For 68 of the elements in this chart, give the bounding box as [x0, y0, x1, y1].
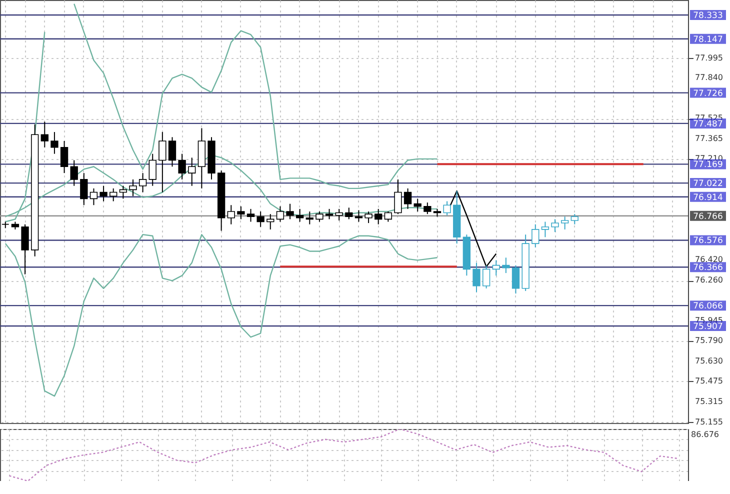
candlestick: [482, 264, 490, 289]
candlestick: [374, 208, 382, 225]
candlestick: [404, 188, 412, 210]
y-tick-label: 77.365: [695, 134, 723, 144]
candlestick: [100, 185, 108, 202]
candlestick: [50, 132, 58, 154]
y-tick-label: 77.840: [695, 73, 723, 82]
candlestick: [532, 224, 540, 248]
ref-line-label: 77.726: [693, 88, 723, 99]
candlestick: [345, 207, 353, 220]
line-series: [4, 234, 438, 397]
candlestick: [148, 153, 156, 186]
ref-line-label: 76.366: [693, 263, 723, 274]
candlestick: [110, 188, 118, 202]
candlestick: [138, 172, 147, 193]
candlestick: [40, 121, 48, 148]
candlestick: [21, 224, 29, 275]
candlestick: [325, 208, 334, 220]
candlestick: [316, 211, 324, 222]
candlestick: [188, 157, 196, 186]
text: 86.676: [691, 430, 719, 439]
ref-line-label: 77.022: [693, 179, 723, 190]
ref-line-label: 76.766: [693, 212, 723, 222]
candlestick: [256, 211, 264, 228]
candlestick: [472, 262, 480, 293]
candlestick: [178, 153, 186, 180]
y-tick-label: 75.630: [695, 356, 723, 366]
candlestick: [570, 214, 578, 225]
candlestick: [502, 257, 510, 274]
candlestick: [237, 206, 245, 220]
candlestick: [364, 211, 372, 224]
candlestick: [560, 216, 569, 230]
candlestick: [492, 260, 500, 276]
ref-line-label: 78.333: [693, 10, 723, 21]
candlestick: [286, 203, 294, 220]
candlestick: [129, 178, 137, 197]
y-tick-label: 76.420: [695, 255, 723, 264]
candlestick: [227, 204, 235, 225]
candlestick: [541, 221, 550, 238]
candlestick: [512, 264, 520, 294]
candlestick: [70, 160, 78, 186]
candlestick: [158, 132, 166, 193]
y-tick-label: 76.260: [695, 276, 723, 285]
candlestick: [296, 208, 304, 222]
y-tick-label: 75.475: [695, 376, 723, 386]
candlestick: [60, 140, 68, 174]
candlestick: [424, 202, 432, 215]
candlestick: [90, 188, 98, 206]
candlestick: [354, 210, 363, 222]
ref-line-label: 76.066: [693, 302, 723, 312]
candlestick: [384, 211, 392, 222]
y-tick-label: 75.790: [695, 336, 723, 345]
candlestick: [551, 218, 559, 233]
candlestick: [276, 206, 284, 222]
y-tick-label: 75.155: [695, 417, 723, 426]
candlestick: [394, 178, 402, 215]
candlestick: [414, 198, 422, 212]
candlestick: [306, 211, 314, 225]
candlestick: [443, 200, 451, 216]
candlestick: [246, 208, 255, 222]
ref-line-label: 76.576: [693, 236, 723, 246]
candlestick: [168, 136, 176, 168]
ref-line-label: 77.169: [693, 160, 723, 170]
y-tick-label: 77.995: [695, 53, 723, 62]
ref-line-label: 76.914: [693, 192, 723, 203]
ref-line-label: 78.147: [693, 34, 723, 45]
candlestick: [80, 172, 88, 206]
y-tick-label: 75.315: [695, 396, 723, 406]
